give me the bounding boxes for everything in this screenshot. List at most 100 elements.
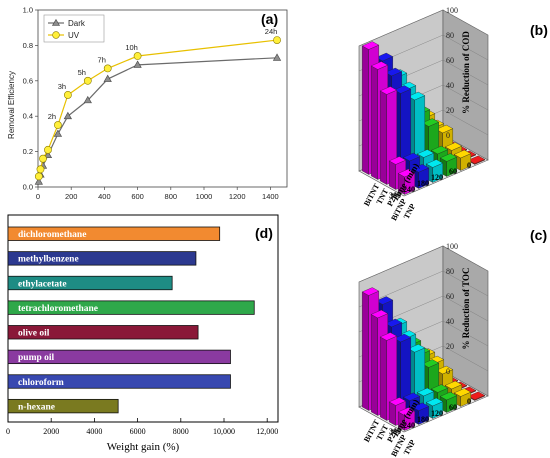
chart-b-bar-side <box>362 45 369 175</box>
chart-a-point-dark <box>272 53 282 61</box>
chart-b-bar-top <box>402 152 421 162</box>
chart-d-bar-group: ethylacetate <box>7 275 173 291</box>
chart-c-time-tick: 180 <box>417 415 429 424</box>
chart-b-bar <box>397 168 416 195</box>
chart-a-xtick-label: 1000 <box>196 192 213 201</box>
chart-c-bar-top <box>397 407 416 416</box>
chart-d-xtick-label: 8000 <box>173 427 189 436</box>
chart-a-point-uv <box>133 52 142 60</box>
chart-a-annotation: 7h <box>98 55 106 64</box>
chart-b-bar-side <box>371 65 378 180</box>
chart-c-bar-top <box>402 392 421 401</box>
chart-b-ztick-label: 100 <box>446 6 458 15</box>
chart-b-time-tick: 0 <box>467 161 471 170</box>
chart-d-bar-group: dichloromethane <box>7 226 221 241</box>
chart-b-ztick-label: 0 <box>446 131 450 140</box>
chart-d-frame <box>7 214 279 423</box>
chart-c-bar-top <box>425 397 444 407</box>
chart-d-xtick-label: 12,000 <box>256 427 278 436</box>
chart-d-bar <box>7 275 173 291</box>
chart-a-line-dark <box>38 57 278 182</box>
chart-b-bar-top <box>430 145 449 155</box>
chart-c-time-tick: 300 <box>389 427 401 436</box>
chart-a-point-uv <box>39 154 47 163</box>
chart-b-bar-top <box>444 142 463 151</box>
chart-d-xtick-label: 4000 <box>86 427 102 436</box>
chart-a-ylabel: Removal Efficiency <box>7 71 16 139</box>
chart-c-zlabel: % Reduction of TOC <box>461 268 471 350</box>
chart-a: Removal Efficiency 0 200 400 600 800 1000 1200… <box>7 6 288 201</box>
chart-a-point-dark <box>63 111 72 120</box>
chart-c-ztick-label: 80 <box>446 267 454 276</box>
chart-a-ytick-label: 0.6 <box>23 76 33 85</box>
chart-a-point-uv <box>44 145 52 154</box>
chart-d-bar <box>7 398 119 414</box>
chart-a-point-uv <box>273 36 281 44</box>
chart-d: dichloromethane methylbenzene ethylacetate… <box>6 214 279 453</box>
chart-a-xtick-label: 800 <box>165 192 178 201</box>
chart-a-annotation: 24h <box>265 27 278 36</box>
chart-d-bar-group: chloroform <box>7 374 231 389</box>
chart-b-ztick-label: 60 <box>446 56 454 65</box>
chart-c-ztick-label: 20 <box>446 342 454 351</box>
chart-c-bar-side <box>371 314 378 416</box>
chart-c-bar-side <box>389 401 396 426</box>
chart-d-bars: dichloromethane methylbenzene ethylacetate… <box>7 226 255 414</box>
chart-b-gridline <box>358 9 489 47</box>
chart-b-bar <box>425 159 444 183</box>
chart-d-bar-group: n-hexane <box>7 398 119 414</box>
panel-label-d: (d) <box>255 225 273 241</box>
chart-d-xtick-label: 2000 <box>43 427 59 436</box>
chart-a-point-uv <box>54 121 62 129</box>
chart-a-point-dark <box>83 95 92 104</box>
chart-b-ztick-label: 80 <box>446 31 454 40</box>
chart-a-point-uv <box>103 64 112 73</box>
chart-b-bar-top <box>370 61 389 70</box>
chart-a-annotations: 2h 3h 5h 7h 10h 24h <box>48 27 278 121</box>
chart-c-bar <box>397 407 416 431</box>
panel-label-b: (b) <box>530 22 548 38</box>
chart-a-point-dark <box>133 60 142 68</box>
chart-c-ztick-label: 0 <box>446 367 450 376</box>
legend-dark-label: Dark <box>68 19 86 28</box>
chart-c-bar-top <box>411 402 430 411</box>
chart-a-xtick-label: 400 <box>98 192 111 201</box>
chart-d-bar-label: dichloromethane <box>18 230 86 240</box>
chart-d-bar <box>7 349 231 365</box>
chart-b-bar-top <box>397 168 416 178</box>
chart-c-time-tick: 0 <box>467 397 471 406</box>
chart-d-bar-label: ethylacetate <box>18 279 67 289</box>
chart-c-bar-top <box>416 387 435 397</box>
chart-a-ytick-label: 0.2 <box>23 147 33 156</box>
chart-a-point-dark <box>34 177 43 185</box>
chart-b-bar-top <box>425 159 444 168</box>
chart-a-point-dark <box>103 74 112 82</box>
chart-d-bar-label: pump oil <box>18 353 55 363</box>
chart-d-bar-group: tetrachloromethane <box>7 300 255 315</box>
chart-c-time-tick: 240 <box>403 421 415 430</box>
chart-c-bar-top <box>444 380 463 390</box>
chart-d-xtick-label: 6000 <box>130 427 146 436</box>
chart-a-annotation: 5h <box>78 68 86 77</box>
chart-b-bar <box>453 149 472 171</box>
chart-a-xtick-label: 200 <box>65 192 78 201</box>
chart-d-bar-group: methylbenzene <box>7 251 197 266</box>
chart-b-ztick-label: 40 <box>446 81 454 90</box>
legend-dark-marker <box>51 18 61 26</box>
chart-c-bar-top <box>430 384 449 393</box>
chart-c-bars <box>361 287 486 431</box>
chart-c-bar-top <box>379 332 398 341</box>
chart-c-time-tick: 120 <box>431 409 443 418</box>
chart-c-bar <box>411 402 430 425</box>
chart-d-xlabel: Weight gain (%) <box>107 441 180 453</box>
chart-a-ytick-label: 0.0 <box>23 183 33 192</box>
chart-d-bar <box>7 325 199 340</box>
chart-c-bar-side <box>362 291 369 411</box>
chart-a-line-uv <box>38 39 278 177</box>
chart-b-ztick-label: 20 <box>446 106 454 115</box>
chart-b-bar-side <box>389 160 396 190</box>
chart-c-ztick-label: 100 <box>446 242 458 251</box>
chart-c-bar-top <box>370 309 389 319</box>
chart-a-point-dark <box>53 129 63 137</box>
chart-a-series <box>34 36 282 185</box>
